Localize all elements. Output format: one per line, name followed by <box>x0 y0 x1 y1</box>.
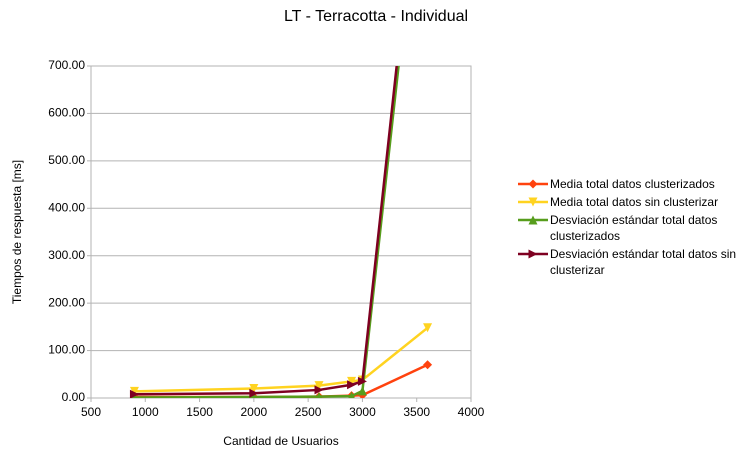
series-line <box>134 66 398 396</box>
x-tick-label: 500 <box>81 405 101 419</box>
y-tick-label: 600.00 <box>48 106 85 120</box>
data-point <box>357 386 367 396</box>
y-tick-label: 200.00 <box>48 295 85 309</box>
legend-item: Desviación estándar total datos sin clus… <box>516 246 752 278</box>
legend-item: Media total datos clusterizados <box>516 176 752 192</box>
data-point <box>348 391 355 398</box>
legend-item: Media total datos sin clusterizar <box>516 194 752 210</box>
legend-label: Desviación estándar total datos sin clus… <box>550 247 737 277</box>
plot-border <box>90 65 472 399</box>
x-tick-label: 2000 <box>241 405 268 419</box>
legend-marker <box>528 197 538 207</box>
chart-title: LT - Terracotta - Individual <box>284 8 468 25</box>
legend-label: Media total datos clusterizados <box>550 177 715 191</box>
data-point <box>316 392 322 398</box>
legend-marker <box>528 179 538 189</box>
x-tick-label: 2500 <box>295 405 322 419</box>
x-tick-label: 3000 <box>349 405 376 419</box>
legend-swatch <box>518 249 548 259</box>
y-tick-label: 0.00 <box>62 390 86 404</box>
series-line <box>134 326 429 393</box>
x-tick-label: 1000 <box>132 405 159 419</box>
data-point <box>347 376 357 386</box>
y-tick-label: 300.00 <box>48 248 85 262</box>
legend-label: Desviación estándar total datos clusteri… <box>550 213 718 243</box>
legend-marker <box>528 215 538 225</box>
y-tick-label: 500.00 <box>48 153 85 167</box>
legend-item: Desviación estándar total datos clusteri… <box>516 212 752 244</box>
x-tick-label: 3500 <box>403 405 430 419</box>
data-point <box>129 389 139 398</box>
x-tick-label: 1500 <box>186 405 213 419</box>
data-point <box>314 385 324 395</box>
data-point <box>347 380 357 390</box>
data-point <box>423 323 433 333</box>
series-line <box>134 66 400 398</box>
data-point <box>357 376 367 386</box>
legend-swatch <box>518 197 548 207</box>
data-point <box>249 388 259 398</box>
legend: Media total datos clusterizados Media tot… <box>516 176 752 280</box>
data-point <box>249 384 259 394</box>
legend-marker <box>528 249 538 259</box>
data-point <box>314 381 324 391</box>
y-axis-label: Tiempos de respuesta [ms] <box>10 160 24 304</box>
plot-area <box>129 66 433 398</box>
data-point <box>423 360 433 370</box>
legend-swatch <box>518 179 548 189</box>
x-axis-label: Cantidad de Usuarios <box>223 434 338 448</box>
data-point <box>129 386 139 396</box>
legend-swatch <box>518 215 548 225</box>
y-tick-label: 100.00 <box>48 343 85 357</box>
y-tick-label: 400.00 <box>48 200 85 214</box>
y-tick-label: 700.00 <box>48 58 85 72</box>
legend-label: Media total datos sin clusterizar <box>550 195 719 209</box>
x-tick-label: 4000 <box>458 405 485 419</box>
